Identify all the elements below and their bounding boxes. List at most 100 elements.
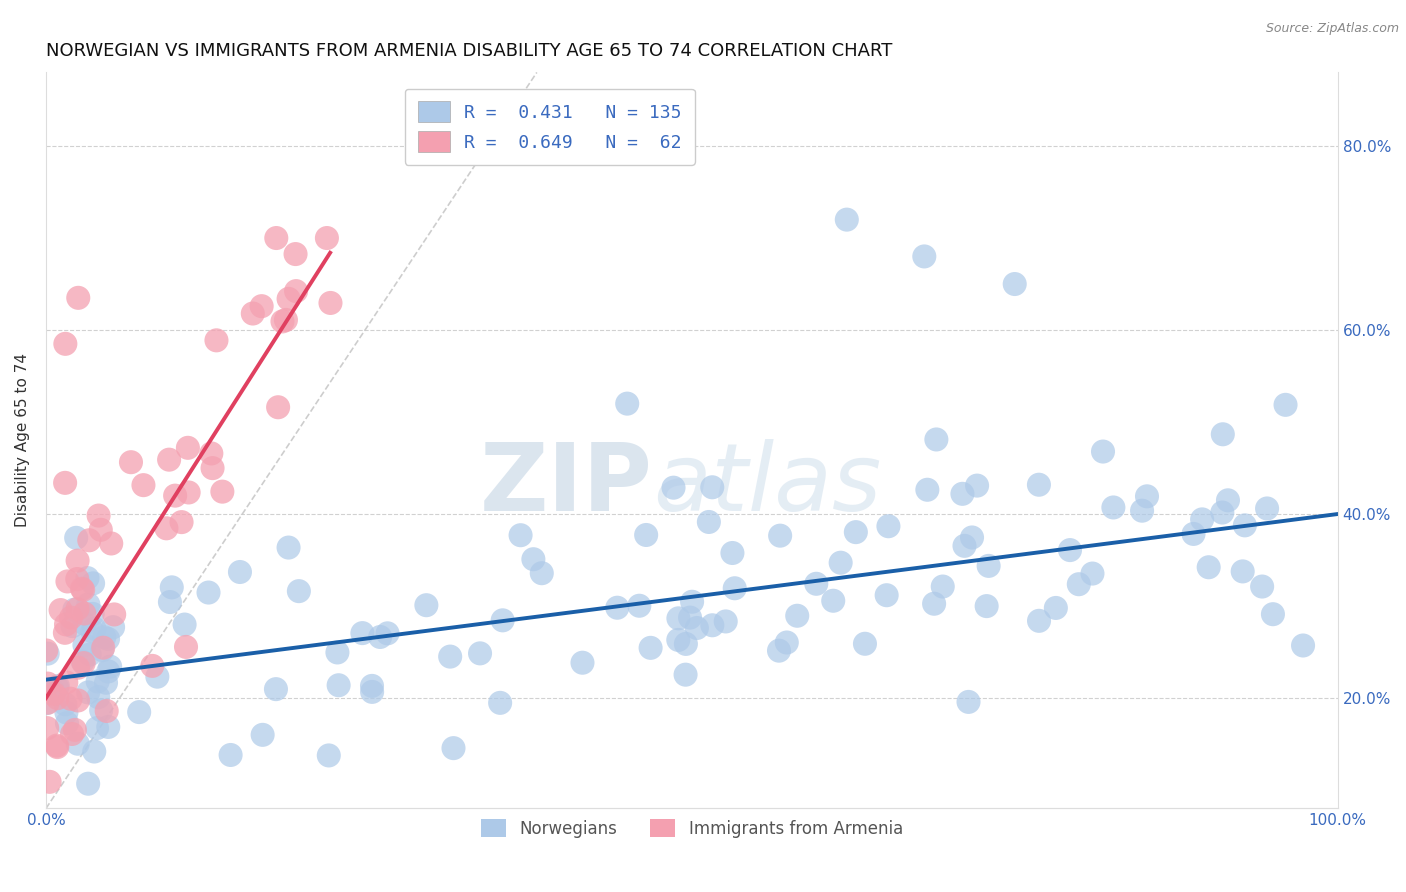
Point — [1292, 639, 1315, 653]
Point — [932, 580, 955, 594]
Point — [86, 721, 108, 735]
Point — [912, 249, 935, 263]
Point — [1130, 504, 1153, 518]
Point — [46, 681, 69, 695]
Point — [285, 284, 308, 298]
Point — [721, 546, 744, 560]
Point — [72, 582, 94, 597]
Point — [1067, 577, 1090, 591]
Point — [128, 705, 150, 719]
Point — [686, 621, 709, 635]
Point — [97, 720, 120, 734]
Point — [853, 637, 876, 651]
Point — [288, 584, 311, 599]
Point — [492, 613, 515, 627]
Point — [271, 314, 294, 328]
Point — [79, 648, 101, 662]
Point — [1045, 601, 1067, 615]
Point — [72, 655, 94, 669]
Point — [66, 693, 89, 707]
Point — [1028, 477, 1050, 491]
Point — [1198, 560, 1220, 574]
Point — [361, 685, 384, 699]
Point — [328, 678, 350, 692]
Point — [157, 452, 180, 467]
Point — [83, 745, 105, 759]
Point — [37, 696, 59, 710]
Point — [668, 611, 690, 625]
Text: NORWEGIAN VS IMMIGRANTS FROM ARMENIA DISABILITY AGE 65 TO 74 CORRELATION CHART: NORWEGIAN VS IMMIGRANTS FROM ARMENIA DIS… — [46, 42, 893, 60]
Point — [966, 478, 988, 492]
Point — [976, 599, 998, 613]
Point — [170, 515, 193, 529]
Point — [120, 455, 142, 469]
Point — [66, 572, 89, 586]
Point — [264, 682, 287, 697]
Point — [326, 645, 349, 659]
Point — [636, 528, 658, 542]
Point — [90, 703, 112, 717]
Point — [77, 598, 100, 612]
Point — [284, 247, 307, 261]
Point — [377, 626, 399, 640]
Point — [67, 661, 90, 675]
Text: Source: ZipAtlas.com: Source: ZipAtlas.com — [1265, 22, 1399, 36]
Point — [73, 638, 96, 652]
Point — [352, 626, 374, 640]
Point — [316, 231, 339, 245]
Point — [250, 299, 273, 313]
Point — [845, 525, 868, 540]
Point — [59, 610, 82, 624]
Point — [616, 397, 638, 411]
Point — [82, 624, 104, 639]
Point — [97, 665, 120, 679]
Point — [42, 683, 65, 698]
Point — [46, 679, 69, 693]
Point — [277, 292, 299, 306]
Point — [274, 313, 297, 327]
Point — [1211, 506, 1233, 520]
Point — [675, 667, 697, 681]
Point — [77, 685, 100, 699]
Point — [628, 599, 651, 613]
Point — [101, 620, 124, 634]
Text: atlas: atlas — [652, 439, 882, 530]
Point — [640, 640, 662, 655]
Point — [957, 695, 980, 709]
Point — [200, 446, 222, 460]
Point — [675, 637, 697, 651]
Point — [63, 723, 86, 737]
Point — [160, 580, 183, 594]
Point — [1004, 277, 1026, 291]
Point — [55, 706, 77, 720]
Point — [66, 602, 89, 616]
Point — [1092, 444, 1115, 458]
Point — [219, 747, 242, 762]
Point — [141, 659, 163, 673]
Point — [1102, 500, 1125, 515]
Point — [1081, 566, 1104, 581]
Point — [103, 607, 125, 622]
Point — [46, 740, 69, 755]
Point — [277, 541, 299, 555]
Point — [98, 659, 121, 673]
Point — [46, 691, 69, 706]
Point — [38, 775, 60, 789]
Point — [73, 616, 96, 631]
Point — [55, 617, 77, 632]
Point — [53, 336, 76, 351]
Point — [229, 565, 252, 579]
Point — [93, 630, 115, 644]
Point — [1028, 614, 1050, 628]
Point — [97, 632, 120, 646]
Point — [960, 531, 983, 545]
Point — [66, 737, 89, 751]
Point — [53, 625, 76, 640]
Point — [679, 610, 702, 624]
Point — [252, 728, 274, 742]
Point — [922, 597, 945, 611]
Point — [37, 676, 59, 690]
Point — [697, 515, 720, 529]
Point — [73, 607, 96, 621]
Point — [702, 480, 724, 494]
